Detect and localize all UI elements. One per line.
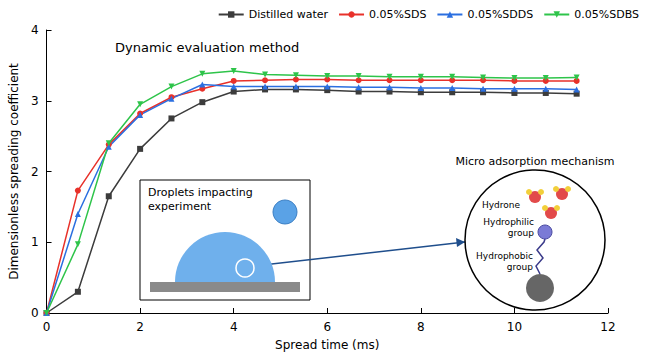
svg-text:4: 4 bbox=[31, 23, 39, 37]
svg-text:10: 10 bbox=[507, 320, 522, 334]
svg-text:6: 6 bbox=[323, 320, 331, 334]
svg-text:2: 2 bbox=[31, 165, 39, 179]
svg-text:0: 0 bbox=[31, 306, 39, 320]
svg-text:Micro adsorption mechanism: Micro adsorption mechanism bbox=[455, 155, 614, 168]
svg-text:experiment: experiment bbox=[148, 200, 212, 213]
svg-text:2: 2 bbox=[136, 320, 144, 334]
svg-text:Spread time (ms): Spread time (ms) bbox=[275, 338, 379, 352]
svg-text:4: 4 bbox=[230, 320, 238, 334]
svg-text:0: 0 bbox=[43, 320, 51, 334]
svg-text:Distilled water: Distilled water bbox=[249, 8, 329, 21]
svg-text:1: 1 bbox=[31, 235, 39, 249]
svg-text:Dynamic evaluation method: Dynamic evaluation method bbox=[115, 40, 299, 55]
svg-text:Hydrone: Hydrone bbox=[482, 200, 521, 210]
svg-text:Hydrophilic: Hydrophilic bbox=[483, 217, 534, 227]
svg-text:group: group bbox=[507, 262, 533, 272]
svg-text:0.05%SDDS: 0.05%SDDS bbox=[467, 8, 533, 21]
svg-text:3: 3 bbox=[31, 94, 39, 108]
svg-text:Droplets impacting: Droplets impacting bbox=[148, 186, 253, 199]
svg-text:Hydrophobic: Hydrophobic bbox=[476, 251, 533, 261]
svg-text:0.05%SDBS: 0.05%SDBS bbox=[574, 8, 639, 21]
svg-text:0.05%SDS: 0.05%SDS bbox=[369, 8, 426, 21]
svg-text:Dimensionless spreading coeffi: Dimensionless spreading coefficient bbox=[7, 63, 21, 280]
svg-text:8: 8 bbox=[417, 320, 425, 334]
svg-text:12: 12 bbox=[600, 320, 615, 334]
svg-text:group: group bbox=[508, 228, 534, 238]
